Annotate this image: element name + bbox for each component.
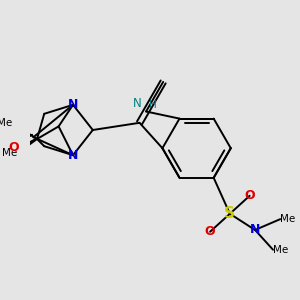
- Text: O: O: [244, 189, 255, 202]
- Text: Me: Me: [273, 245, 288, 255]
- Text: Me: Me: [2, 148, 17, 158]
- Text: N: N: [68, 149, 78, 162]
- Text: O: O: [205, 225, 215, 238]
- Text: H: H: [149, 100, 157, 110]
- Text: N: N: [250, 224, 260, 236]
- Text: Me: Me: [0, 118, 12, 128]
- Text: O: O: [8, 142, 19, 154]
- Text: S: S: [224, 206, 236, 221]
- Text: Me: Me: [280, 214, 295, 224]
- Text: N: N: [133, 97, 142, 110]
- Text: N: N: [68, 98, 78, 111]
